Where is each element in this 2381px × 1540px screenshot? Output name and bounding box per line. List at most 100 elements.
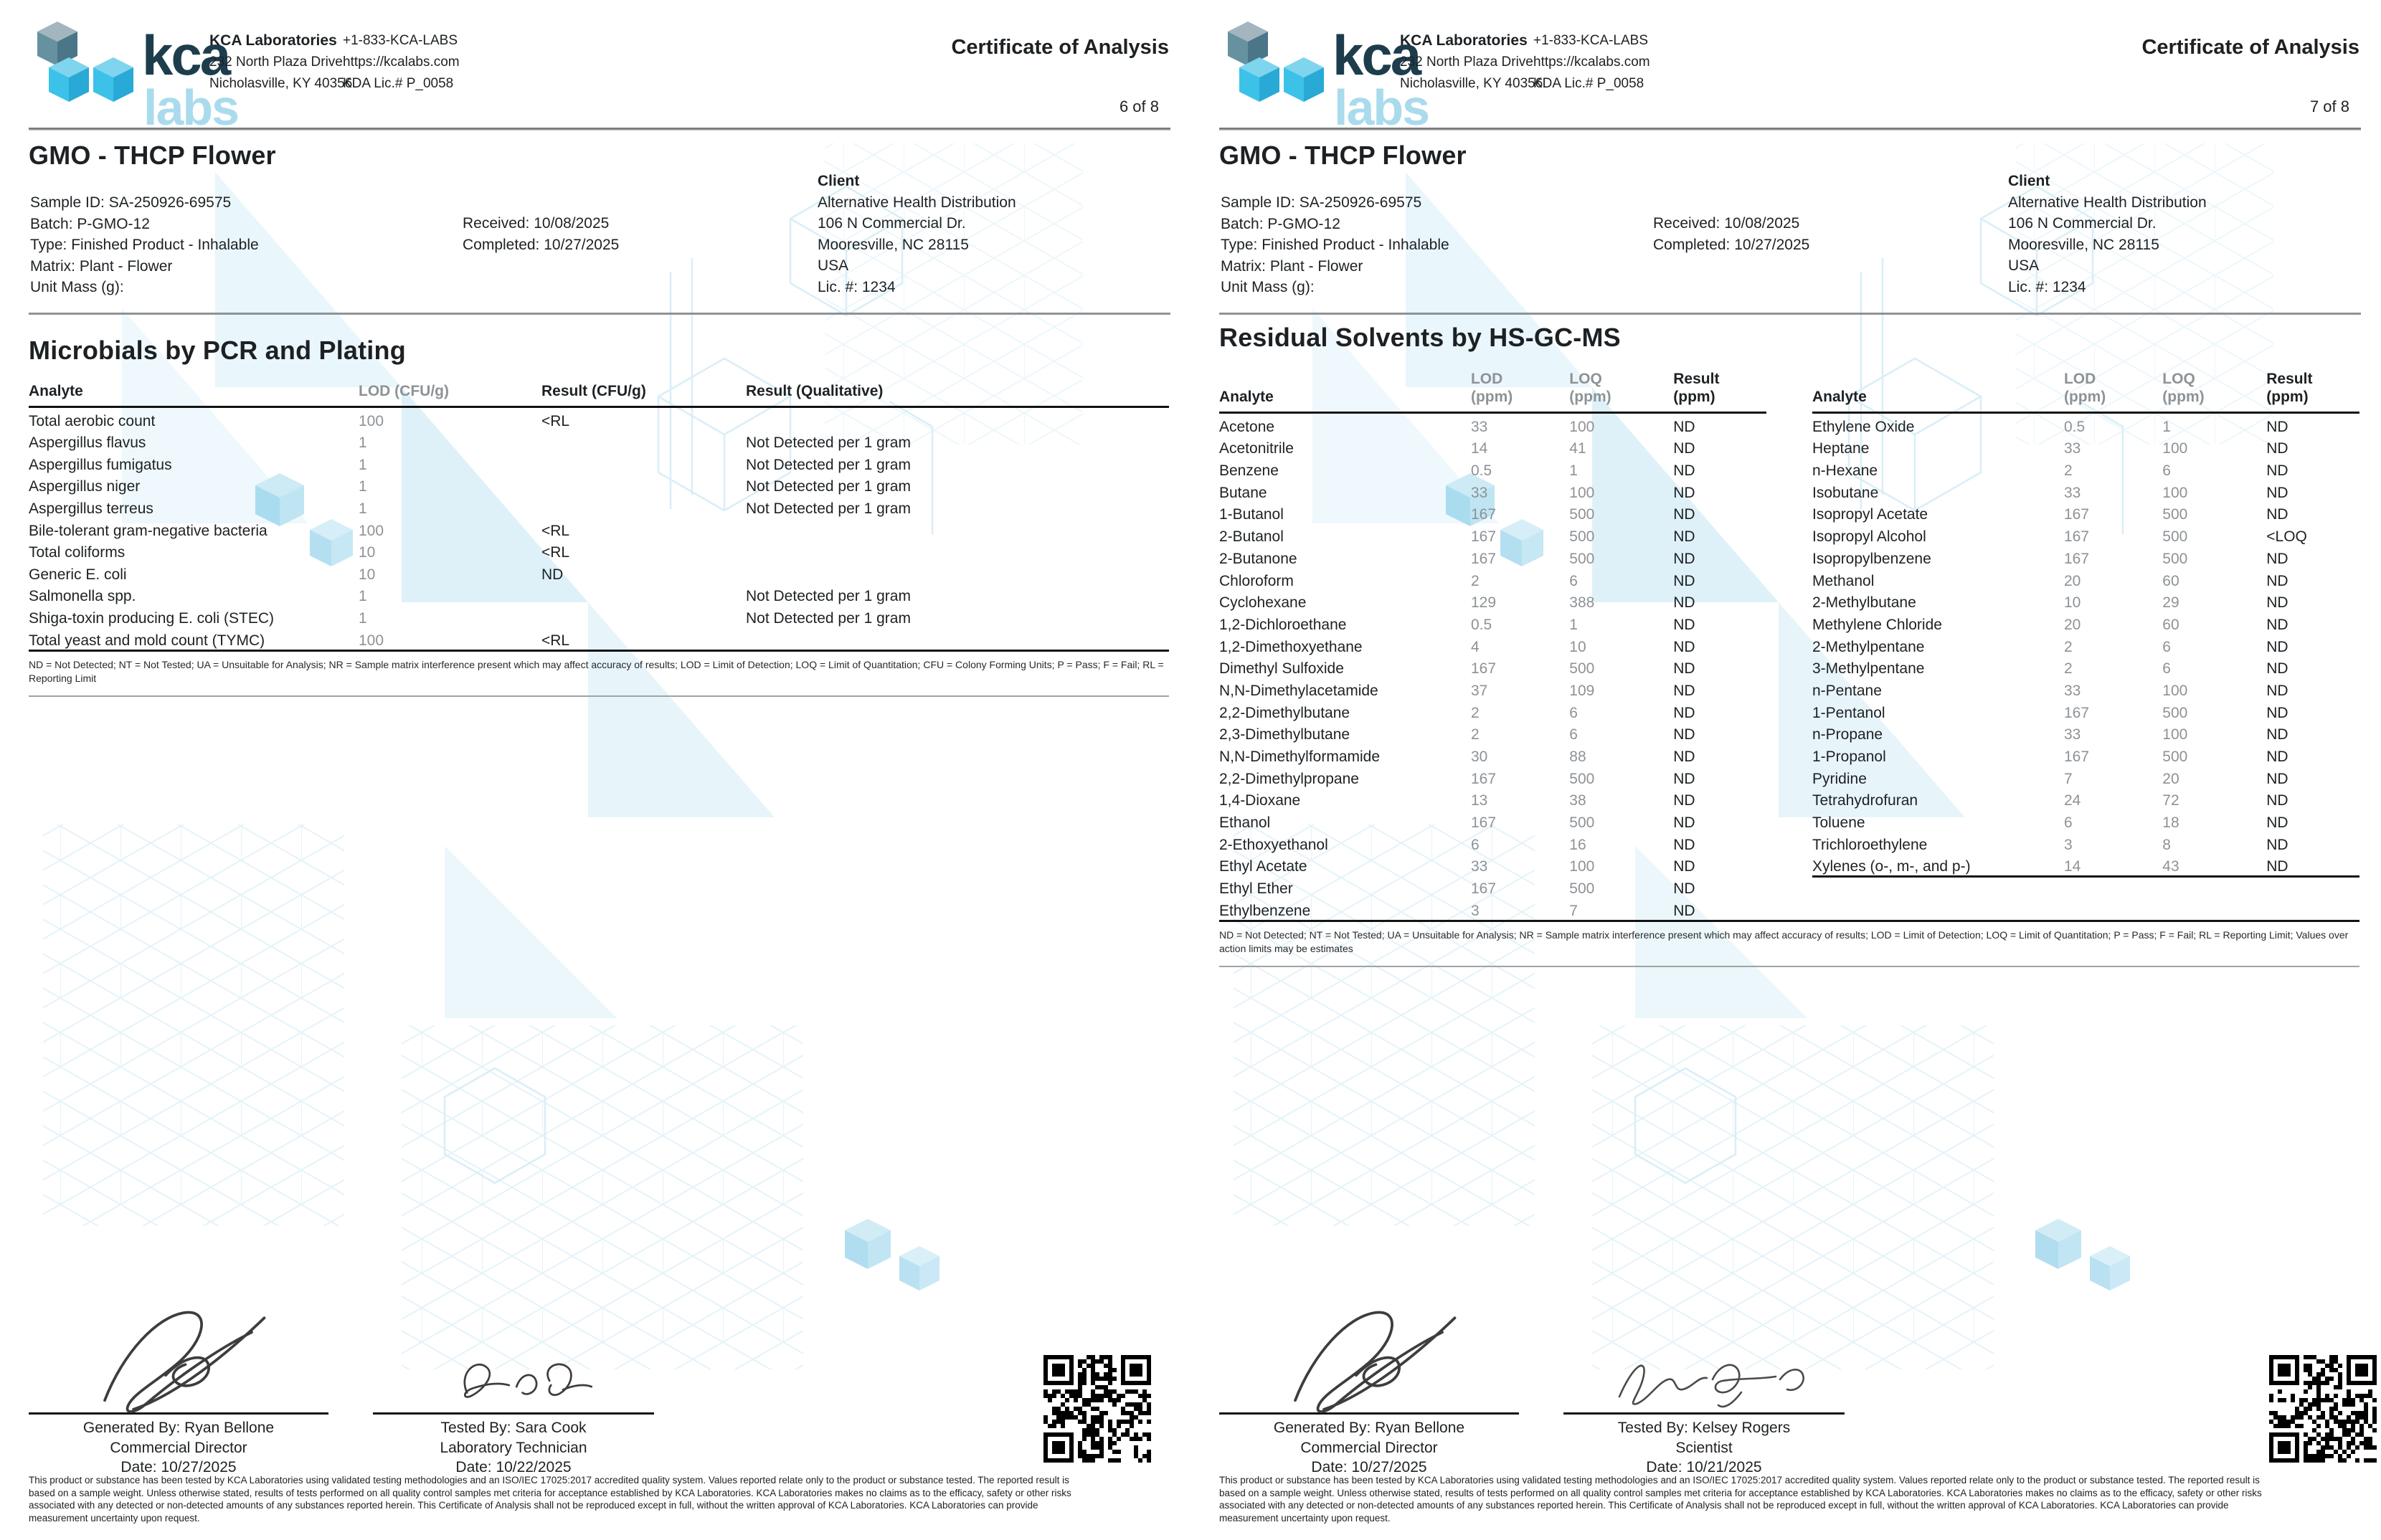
table-row: Methanol 20 60 ND xyxy=(1812,572,2288,589)
page-number: 7 of 8 xyxy=(2309,98,2349,115)
table-row: Acetone 33 100 ND xyxy=(1219,418,1695,435)
table-footnote: ND = Not Detected; NT = Not Tested; UA =… xyxy=(29,658,1169,697)
client-block: Client Alternative Health Distribution 1… xyxy=(818,171,1016,298)
tested-date: Date: 10/21/2025 xyxy=(1646,1459,1762,1475)
qr-code xyxy=(1043,1355,1151,1463)
logo-word-kca: kca xyxy=(1332,24,1422,87)
generated-by: Generated By: Ryan Bellone xyxy=(1273,1420,1465,1436)
qr-code xyxy=(2269,1355,2377,1463)
client-heading: Client xyxy=(2008,173,2050,189)
table-row: Ethanol 167 500 ND xyxy=(1219,814,1695,832)
signature-ryan-bellone xyxy=(1219,1311,1519,1413)
microbials-table: Analyte LOD (CFU/g) Result (CFU/g) Resul… xyxy=(29,383,1169,652)
table-row: Heptane 33 100 ND xyxy=(1812,440,2288,457)
client-license: Lic. #: 1234 xyxy=(2008,278,2086,295)
client-address-2: Mooresville, NC 28115 xyxy=(2008,236,2159,253)
sample-matrix: Matrix: Plant - Flower xyxy=(30,257,173,275)
col-loq: LOQ (ppm) xyxy=(1569,370,1674,414)
table-row: N,N-Dimethylacetamide 37 109 ND xyxy=(1219,682,1695,699)
table-row: 2-Butanol 167 500 ND xyxy=(1219,528,1695,546)
tested-by: Tested By: Kelsey Rogers xyxy=(1617,1420,1791,1436)
received-date: Received: 10/08/2025 xyxy=(463,215,610,232)
table-row: n-Pentane 33 100 ND xyxy=(1812,682,2288,699)
table-row: Pyridine 7 20 ND xyxy=(1812,770,2288,787)
lab-address-2: Nicholasville, KY 40356 xyxy=(1400,76,1543,91)
table-row: Cyclohexane 129 388 ND xyxy=(1219,594,1695,612)
table-row: Isopropyl Acetate 167 500 ND xyxy=(1812,506,2288,523)
table-row: 1-Pentanol 167 500 ND xyxy=(1812,704,2288,721)
kca-labs-logo: kca labs xyxy=(37,22,240,136)
page-6: kca labs KCA Laboratories 232 North Plaz… xyxy=(0,0,1190,1540)
table-row: Aspergillus terreus 1 Not Detected per 1… xyxy=(29,500,911,517)
table-row: Isopropyl Alcohol 167 500 <LOQ xyxy=(1812,528,2307,546)
background-pattern xyxy=(1234,143,2273,1369)
lab-website: https://kcalabs.com xyxy=(343,54,460,70)
logo-word-labs: labs xyxy=(1334,80,1429,133)
kca-labs-logo: kca labs xyxy=(1228,22,1430,136)
table-header-row: Analyte LOD (ppm) LOQ (ppm) Result (ppm) xyxy=(1812,370,2359,414)
lab-website: https://kcalabs.com xyxy=(1533,54,1650,70)
generated-date: Date: 10/27/2025 xyxy=(120,1459,237,1475)
page-header: kca labs KCA Laboratories 232 North Plaz… xyxy=(29,14,1170,136)
legal-disclaimer: This product or substance has been teste… xyxy=(29,1475,1071,1524)
sample-unit-mass: Unit Mass (g): xyxy=(30,279,124,295)
logo-word-labs: labs xyxy=(143,80,238,133)
col-result: Result (ppm) xyxy=(1673,370,1766,414)
signature-sara-cook xyxy=(373,1342,654,1412)
table-row: 2-Ethoxyethanol 6 16 ND xyxy=(1219,836,1695,853)
tested-date: Date: 10/22/2025 xyxy=(455,1459,572,1475)
table-row: 1-Butanol 167 500 ND xyxy=(1219,506,1695,523)
sample-type: Type: Finished Product - Inhalable xyxy=(1221,237,1449,253)
generated-date: Date: 10/27/2025 xyxy=(1311,1459,1427,1475)
sample-id: Sample ID: SA-250926-69575 xyxy=(30,194,232,211)
lab-address-2: Nicholasville, KY 40356 xyxy=(209,76,353,91)
sample-type: Type: Finished Product - Inhalable xyxy=(30,237,259,253)
table-row: Tetrahydrofuran 24 72 ND xyxy=(1812,792,2288,809)
signature-line xyxy=(1563,1412,1845,1415)
residual-solvents-section: Residual Solvents by HS-GC-MS Analyte LO… xyxy=(1219,323,2359,967)
table-row: Butane 33 100 ND xyxy=(1219,484,1695,501)
table-row: n-Hexane 2 6 ND xyxy=(1812,462,2288,480)
sample-matrix: Matrix: Plant - Flower xyxy=(1221,257,1363,275)
table-row: Trichloroethylene 3 8 ND xyxy=(1812,836,2288,853)
table-row: Isobutane 33 100 ND xyxy=(1812,484,2288,501)
col-lod: LOD (ppm) xyxy=(2063,370,2163,414)
table-row: Aspergillus flavus 1 Not Detected per 1 … xyxy=(29,434,911,452)
page-7: kca labs KCA Laboratories 232 North Plaz… xyxy=(1190,0,2381,1540)
table-row: Bile-tolerant gram-negative bacteria 100… xyxy=(29,522,570,539)
sample-dates: Received: 10/08/2025 Completed: 10/27/20… xyxy=(463,213,619,255)
table-row: 2-Methylbutane 10 29 ND xyxy=(1812,594,2288,612)
table-row: Xylenes (o-, m-, and p-) 14 43 ND xyxy=(1812,858,2288,875)
solvents-table-right: Analyte LOD (ppm) LOQ (ppm) Result (ppm) Et… xyxy=(1812,370,2359,878)
legal-disclaimer: This product or substance has been teste… xyxy=(1219,1475,2262,1524)
table-row: N,N-Dimethylformamide 30 88 ND xyxy=(1219,748,1695,765)
col-result: Result (ppm) xyxy=(2266,370,2359,414)
client-name: Alternative Health Distribution xyxy=(2008,194,2207,211)
section-title: Residual Solvents by HS-GC-MS xyxy=(1219,323,1621,352)
col-lod: LOD (ppm) xyxy=(1470,370,1570,414)
signature-ryan-bellone xyxy=(29,1311,328,1413)
signature-line xyxy=(29,1412,328,1415)
table-row: Generic E. coli 10 ND xyxy=(29,566,564,583)
table-row: Ethyl Ether 167 500 ND xyxy=(1219,880,1695,898)
sample-dates: Received: 10/08/2025 Completed: 10/27/20… xyxy=(1653,213,1809,255)
sample-batch: Batch: P-GMO-12 xyxy=(1221,215,1340,232)
client-address-1: 106 N Commercial Dr. xyxy=(2008,215,2157,232)
lab-address-1: 232 North Plaza Drive xyxy=(1400,54,1533,70)
table-row: 1-Propanol 167 500 ND xyxy=(1812,748,2288,765)
completed-date: Completed: 10/27/2025 xyxy=(463,236,620,253)
client-block: Client Alternative Health Distribution 1… xyxy=(2008,171,2207,298)
sample-name: GMO - THCP Flower xyxy=(29,141,276,170)
tested-by-role: Scientist xyxy=(1675,1439,1733,1456)
doc-title: Certificate of Analysis xyxy=(2141,36,2359,59)
signature-kelsey-rogers xyxy=(1563,1342,1845,1412)
lab-phone: +1-833-KCA-LABS xyxy=(343,33,458,48)
logo-cubes xyxy=(37,22,133,102)
table-row: Salmonella spp. 1 Not Detected per 1 gra… xyxy=(29,588,911,605)
col-lod: LOD (CFU/g) xyxy=(359,383,541,408)
table-row: Shiga-toxin producing E. coli (STEC) 1 N… xyxy=(29,609,911,627)
col-analyte: Analyte xyxy=(1812,370,2064,414)
client-country: USA xyxy=(818,257,849,274)
page-number: 6 of 8 xyxy=(1119,98,1159,115)
